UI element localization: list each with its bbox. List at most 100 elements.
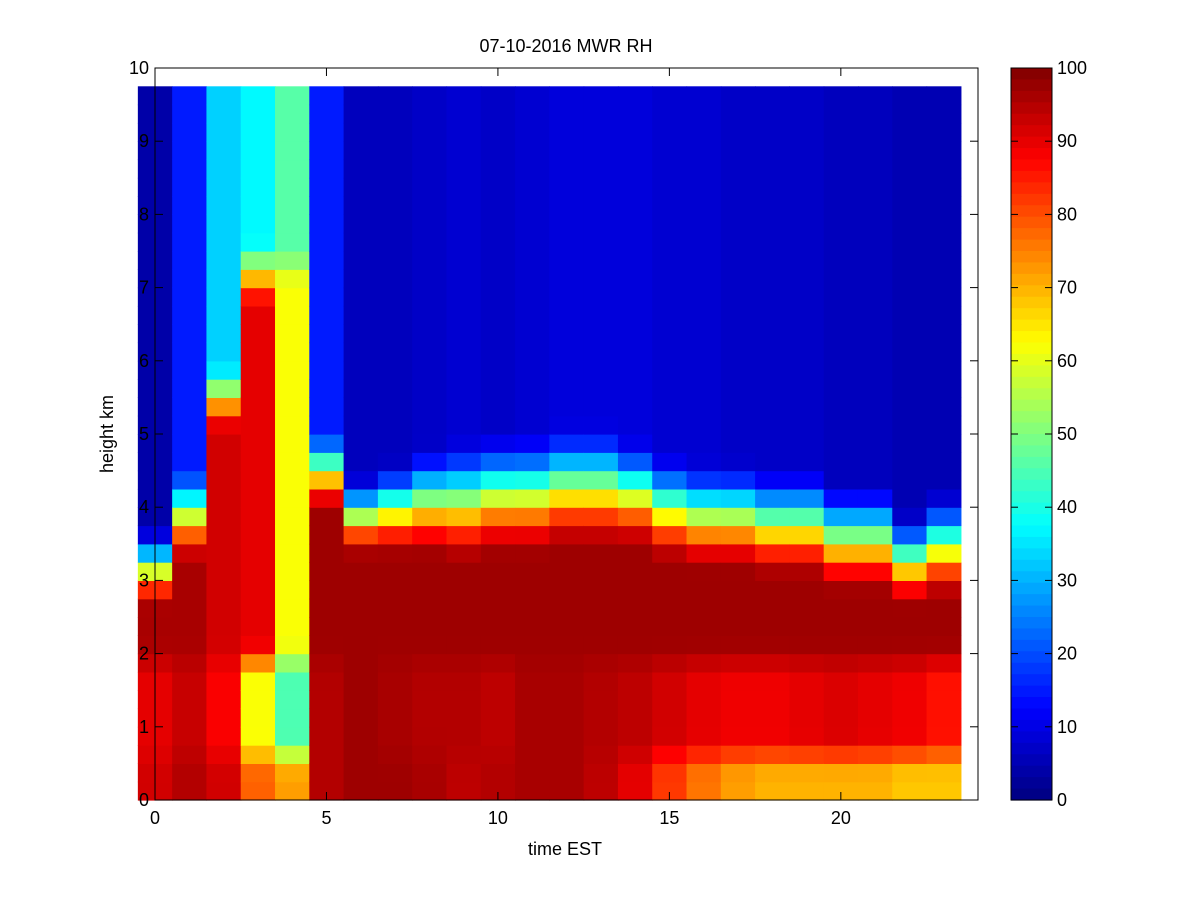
heatmap-cell — [789, 525, 825, 545]
heatmap-cell — [652, 488, 688, 508]
heatmap-cell — [549, 251, 585, 270]
heatmap-cell — [412, 159, 448, 179]
heatmap-cell — [275, 287, 310, 307]
heatmap-cell — [583, 781, 619, 801]
heatmap-cell — [206, 324, 242, 344]
heatmap-cell — [377, 690, 413, 710]
heatmap-cell — [720, 690, 756, 710]
heatmap-cell — [412, 287, 448, 307]
heatmap-cell — [309, 415, 345, 435]
heatmap-cell — [515, 214, 550, 234]
heatmap-cell — [446, 507, 482, 527]
heatmap-cell — [275, 580, 310, 600]
heatmap-cell — [206, 379, 242, 398]
heatmap-cell — [515, 763, 550, 783]
heatmap-cell — [617, 653, 653, 673]
heatmap-cell — [857, 86, 893, 106]
heatmap-cell — [515, 251, 550, 270]
heatmap-cell — [412, 726, 448, 746]
x-tick-label: 5 — [321, 808, 331, 828]
heatmap-cell — [823, 434, 859, 453]
x-tick-label: 10 — [488, 808, 508, 828]
heatmap-cell — [206, 397, 242, 417]
heatmap-cell — [412, 488, 448, 508]
heatmap-cell — [172, 470, 208, 490]
heatmap-cell — [789, 708, 825, 728]
heatmap-cell — [412, 671, 448, 691]
x-axis-label: time EST — [528, 839, 602, 859]
heatmap-cell — [755, 342, 790, 362]
heatmap-cell — [549, 324, 585, 344]
heatmap-cell — [583, 507, 619, 527]
heatmap-cell — [240, 379, 276, 398]
heatmap-cell — [652, 745, 688, 764]
colorbar-segment — [1011, 285, 1052, 298]
heatmap-cell — [549, 745, 585, 764]
heatmap-cell — [926, 598, 962, 618]
heatmap-cell — [549, 434, 585, 453]
heatmap-cell — [617, 342, 653, 362]
heatmap-cell — [412, 763, 448, 783]
colorbar-segment — [1011, 456, 1052, 469]
colorbar-segment — [1011, 617, 1052, 630]
heatmap-cell — [652, 525, 688, 545]
heatmap-cell — [480, 653, 516, 673]
heatmap-cell — [720, 434, 756, 453]
heatmap-cell — [275, 598, 310, 618]
heatmap-cell — [926, 726, 962, 746]
heatmap-cell — [172, 196, 208, 215]
heatmap-cell — [652, 397, 688, 417]
heatmap-cell — [755, 305, 790, 325]
heatmap-cell — [206, 122, 242, 142]
heatmap-cell — [686, 269, 722, 289]
heatmap-cell — [652, 690, 688, 710]
heatmap-cell — [892, 196, 928, 215]
y-axis-label: height km — [97, 395, 117, 473]
heatmap-cell — [275, 525, 310, 545]
y-tick-label: 6 — [139, 351, 149, 371]
heatmap-cell — [549, 488, 585, 508]
heatmap-cell — [172, 360, 208, 380]
heatmap-cell — [172, 543, 208, 563]
heatmap-cell — [720, 122, 756, 142]
heatmap-cell — [720, 86, 756, 106]
heatmap-cell — [583, 214, 619, 234]
heatmap-cell — [789, 690, 825, 710]
heatmap-cell — [652, 543, 688, 563]
heatmap-cell — [446, 415, 482, 435]
heatmap-cell — [309, 434, 345, 453]
heatmap-cell — [892, 781, 928, 801]
heatmap-cell — [343, 726, 379, 746]
heatmap-cell — [549, 598, 585, 618]
heatmap-cell — [686, 580, 722, 600]
heatmap-cell — [789, 397, 825, 417]
heatmap-cell — [412, 232, 448, 252]
heatmap-cell — [275, 635, 310, 655]
heatmap-cell — [412, 745, 448, 764]
heatmap-cell — [583, 177, 619, 197]
colorbar-segment — [1011, 239, 1052, 252]
heatmap-cell — [206, 635, 242, 655]
heatmap-cell — [926, 251, 962, 270]
heatmap-cell — [240, 617, 276, 636]
heatmap-cell — [275, 543, 310, 563]
heatmap-cell — [412, 434, 448, 453]
heatmap-cell — [412, 562, 448, 581]
heatmap-cell — [823, 196, 859, 215]
heatmap-cell — [617, 452, 653, 472]
heatmap-cell — [789, 653, 825, 673]
heatmap-cell — [823, 159, 859, 179]
heatmap-cell — [823, 305, 859, 325]
colorbar-segment — [1011, 548, 1052, 561]
heatmap-cell — [377, 269, 413, 289]
heatmap-cell — [549, 690, 585, 710]
heatmap-cell — [377, 122, 413, 142]
heatmap-cell — [309, 726, 345, 746]
heatmap-cell — [926, 122, 962, 142]
heatmap-cell — [377, 781, 413, 801]
heatmap-cell — [240, 763, 276, 783]
heatmap-cell — [789, 470, 825, 490]
heatmap-cell — [446, 397, 482, 417]
heatmap-cell — [240, 251, 276, 270]
heatmap-cell — [515, 196, 550, 215]
